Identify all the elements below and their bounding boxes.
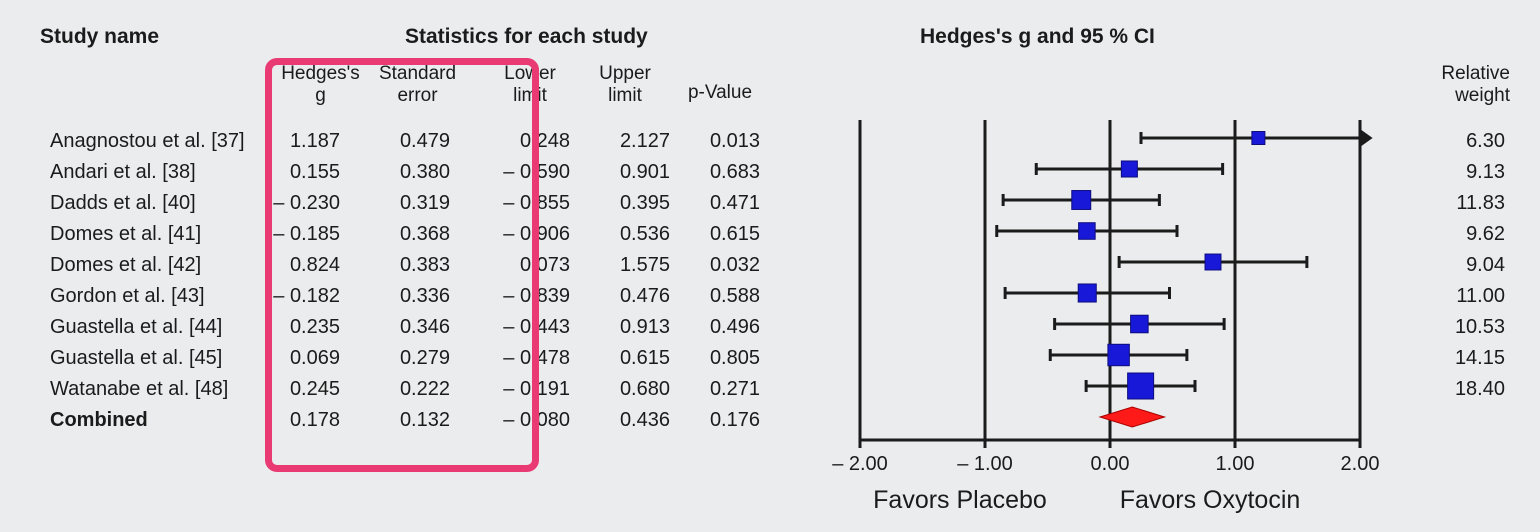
cell-pval: 0.496 <box>690 316 760 339</box>
cell-stderr: 0.319 <box>360 192 450 215</box>
study-name: Gordon et al. [43] <box>50 285 205 308</box>
cell-pval: 0.683 <box>690 161 760 184</box>
cell-hedges: – 0.185 <box>250 223 340 246</box>
cell-stderr: 0.222 <box>360 378 450 401</box>
cell-weight: 9.04 <box>1405 254 1505 277</box>
cell-lower: 0.073 <box>490 254 570 277</box>
subhdr-weight: Relativeweight <box>1420 63 1510 107</box>
cell-lower: 0.248 <box>490 130 570 153</box>
cell-upper: 0.901 <box>590 161 670 184</box>
subhdr-stderr: Standarderror <box>370 63 465 107</box>
header-stats: Statistics for each study <box>405 25 648 49</box>
cell-hedges: 0.245 <box>250 378 340 401</box>
cell-upper: 0.913 <box>590 316 670 339</box>
cell-lower: – 0.839 <box>490 285 570 308</box>
forest-plot <box>800 115 1390 475</box>
cell-weight: 14.15 <box>1405 347 1505 370</box>
header-forest: Hedges's g and 95 % CI <box>920 25 1155 49</box>
cell-hedges: – 0.230 <box>250 192 340 215</box>
combined-lower: – 0.080 <box>490 409 570 432</box>
cell-pval: 0.615 <box>690 223 760 246</box>
cell-upper: 0.615 <box>590 347 670 370</box>
combined-upper: 0.436 <box>590 409 670 432</box>
cell-weight: 11.00 <box>1405 285 1505 308</box>
combined-stderr: 0.132 <box>360 409 450 432</box>
cell-hedges: 0.235 <box>250 316 340 339</box>
favors-oxytocin: Favors Oxytocin <box>1100 486 1320 515</box>
study-name: Andari et al. [38] <box>50 161 196 184</box>
cell-pval: 0.013 <box>690 130 760 153</box>
cell-stderr: 0.368 <box>360 223 450 246</box>
cell-weight: 6.30 <box>1405 130 1505 153</box>
cell-upper: 1.575 <box>590 254 670 277</box>
tick-label: – 2.00 <box>815 453 905 476</box>
cell-hedges: 0.155 <box>250 161 340 184</box>
tick-label: 1.00 <box>1190 453 1280 476</box>
study-name: Watanabe et al. [48] <box>50 378 228 401</box>
study-name: Guastella et al. [45] <box>50 347 222 370</box>
cell-pval: 0.805 <box>690 347 760 370</box>
cell-upper: 0.680 <box>590 378 670 401</box>
header-study: Study name <box>40 25 159 49</box>
cell-pval: 0.032 <box>690 254 760 277</box>
cell-upper: 0.536 <box>590 223 670 246</box>
cell-weight: 11.83 <box>1405 192 1505 215</box>
cell-stderr: 0.380 <box>360 161 450 184</box>
study-name: Anagnostou et al. [37] <box>50 130 245 153</box>
cell-pval: 0.588 <box>690 285 760 308</box>
cell-weight: 9.62 <box>1405 223 1505 246</box>
study-name: Guastella et al. [44] <box>50 316 222 339</box>
cell-stderr: 0.279 <box>360 347 450 370</box>
cell-lower: – 0.906 <box>490 223 570 246</box>
tick-label: – 1.00 <box>940 453 1030 476</box>
subhdr-pval: p-Value <box>680 82 760 104</box>
cell-hedges: 0.824 <box>250 254 340 277</box>
cell-upper: 0.395 <box>590 192 670 215</box>
study-name: Domes et al. [42] <box>50 254 201 277</box>
subhdr-upper: Upperlimit <box>585 63 665 107</box>
subhdr-hedges: Hedges'sg <box>273 63 368 107</box>
combined-pval: 0.176 <box>690 409 760 432</box>
tick-label: 2.00 <box>1315 453 1405 476</box>
cell-stderr: 0.346 <box>360 316 450 339</box>
combined-hedges: 0.178 <box>250 409 340 432</box>
cell-stderr: 0.336 <box>360 285 450 308</box>
favors-placebo: Favors Placebo <box>850 486 1070 515</box>
cell-stderr: 0.383 <box>360 254 450 277</box>
cell-hedges: 1.187 <box>250 130 340 153</box>
cell-stderr: 0.479 <box>360 130 450 153</box>
study-name: Domes et al. [41] <box>50 223 201 246</box>
study-name: Dadds et al. [40] <box>50 192 196 215</box>
cell-weight: 10.53 <box>1405 316 1505 339</box>
cell-lower: – 0.191 <box>490 378 570 401</box>
combined-label: Combined <box>50 409 148 432</box>
cell-lower: – 0.590 <box>490 161 570 184</box>
tick-label: 0.00 <box>1065 453 1155 476</box>
cell-hedges: – 0.182 <box>250 285 340 308</box>
subhdr-lower: Lowerlimit <box>490 63 570 107</box>
cell-lower: – 0.478 <box>490 347 570 370</box>
cell-lower: – 0.855 <box>490 192 570 215</box>
cell-weight: 9.13 <box>1405 161 1505 184</box>
cell-lower: – 0.443 <box>490 316 570 339</box>
cell-upper: 0.476 <box>590 285 670 308</box>
cell-upper: 2.127 <box>590 130 670 153</box>
cell-weight: 18.40 <box>1405 378 1505 401</box>
cell-pval: 0.271 <box>690 378 760 401</box>
cell-hedges: 0.069 <box>250 347 340 370</box>
cell-pval: 0.471 <box>690 192 760 215</box>
